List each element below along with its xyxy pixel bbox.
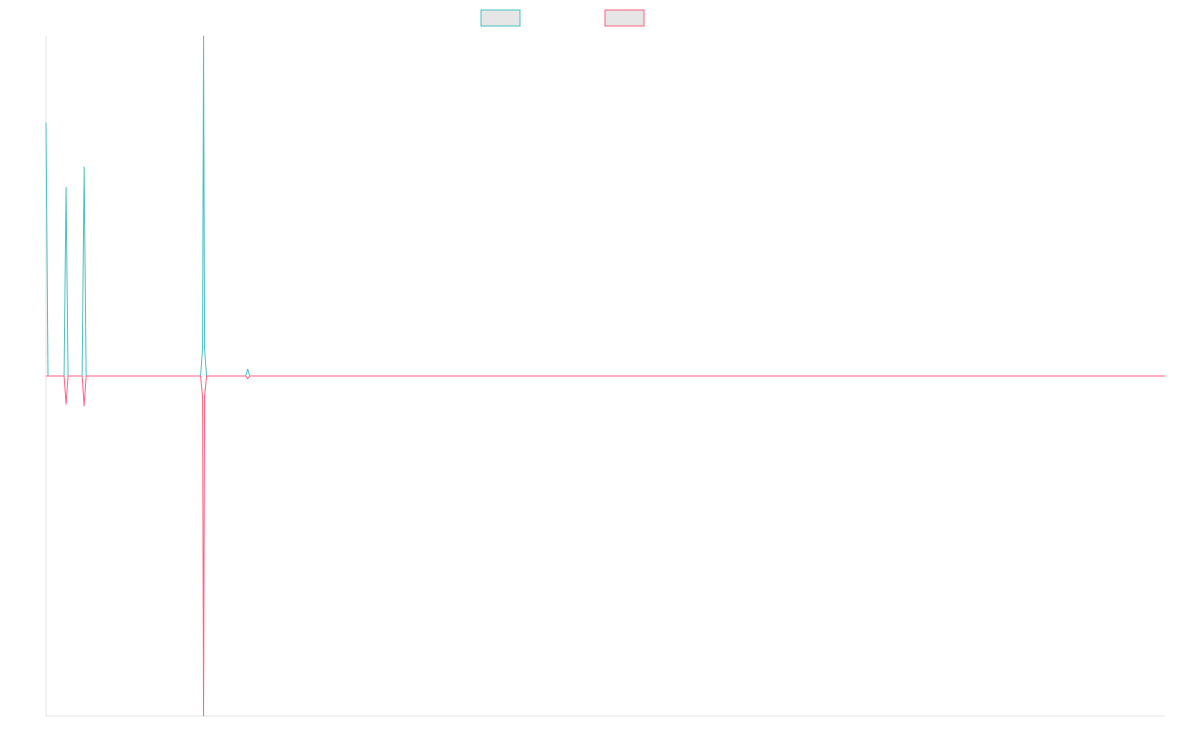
legend-swatch-1[interactable] — [480, 9, 521, 27]
legend-swatch-2[interactable] — [604, 9, 645, 27]
series-line-2 — [46, 375, 1165, 717]
legend — [480, 9, 645, 27]
series-line-1 — [45, 35, 1165, 377]
series-layer — [45, 35, 1165, 717]
